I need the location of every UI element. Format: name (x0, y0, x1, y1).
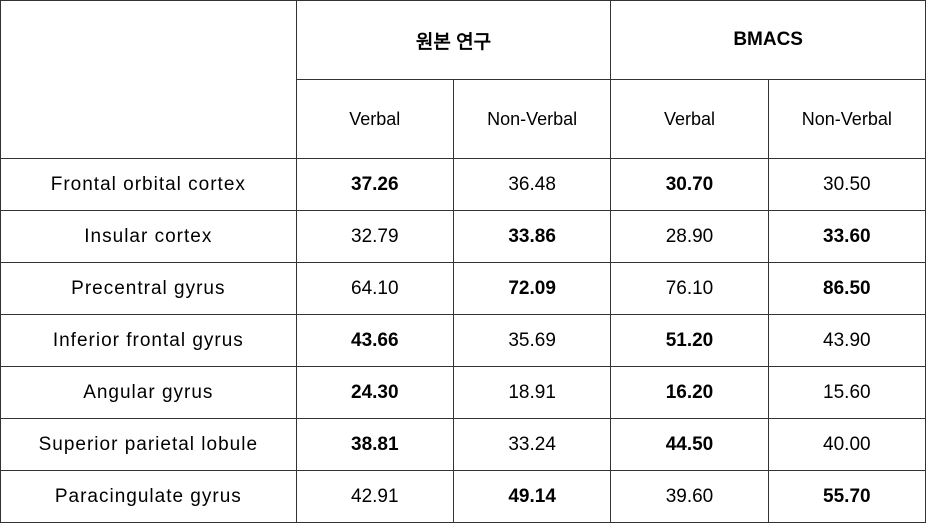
table-row: Frontal orbital cortex37.2636.4830.7030.… (1, 159, 926, 211)
data-cell: 33.60 (768, 211, 925, 263)
data-cell: 42.91 (296, 471, 453, 523)
comparison-table: 원본 연구 BMACS Verbal Non-Verbal Verbal Non… (0, 0, 926, 523)
table-row: Insular cortex32.7933.8628.9033.60 (1, 211, 926, 263)
row-label: Frontal orbital cortex (1, 159, 297, 211)
data-cell: 86.50 (768, 263, 925, 315)
subheader-verbal-1: Verbal (296, 80, 453, 159)
subheader-nonverbal-1: Non-Verbal (453, 80, 610, 159)
data-cell: 35.69 (453, 315, 610, 367)
data-cell: 33.24 (453, 419, 610, 471)
row-label: Insular cortex (1, 211, 297, 263)
data-cell: 37.26 (296, 159, 453, 211)
data-cell: 49.14 (453, 471, 610, 523)
data-cell: 44.50 (611, 419, 768, 471)
table-row: Inferior frontal gyrus43.6635.6951.2043.… (1, 315, 926, 367)
data-cell: 15.60 (768, 367, 925, 419)
data-cell: 33.86 (453, 211, 610, 263)
data-cell: 76.10 (611, 263, 768, 315)
row-label: Inferior frontal gyrus (1, 315, 297, 367)
table-body: Frontal orbital cortex37.2636.4830.7030.… (1, 159, 926, 523)
table-row: Angular gyrus24.3018.9116.2015.60 (1, 367, 926, 419)
data-cell: 55.70 (768, 471, 925, 523)
empty-corner-cell (1, 1, 297, 159)
table-row: Paracingulate gyrus42.9149.1439.6055.70 (1, 471, 926, 523)
group-header-row: 원본 연구 BMACS (1, 1, 926, 80)
data-cell: 30.50 (768, 159, 925, 211)
data-cell: 28.90 (611, 211, 768, 263)
data-cell: 64.10 (296, 263, 453, 315)
data-cell: 32.79 (296, 211, 453, 263)
data-cell: 43.90 (768, 315, 925, 367)
subheader-verbal-2: Verbal (611, 80, 768, 159)
row-label: Angular gyrus (1, 367, 297, 419)
group-header-bmacs: BMACS (611, 1, 926, 80)
data-cell: 18.91 (453, 367, 610, 419)
data-cell: 36.48 (453, 159, 610, 211)
table-row: Superior parietal lobule38.8133.2444.504… (1, 419, 926, 471)
subheader-nonverbal-2: Non-Verbal (768, 80, 925, 159)
data-cell: 40.00 (768, 419, 925, 471)
data-cell: 39.60 (611, 471, 768, 523)
data-cell: 16.20 (611, 367, 768, 419)
data-cell: 43.66 (296, 315, 453, 367)
data-cell: 24.30 (296, 367, 453, 419)
group-header-original: 원본 연구 (296, 1, 611, 80)
data-cell: 72.09 (453, 263, 610, 315)
data-cell: 38.81 (296, 419, 453, 471)
row-label: Superior parietal lobule (1, 419, 297, 471)
data-cell: 30.70 (611, 159, 768, 211)
row-label: Paracingulate gyrus (1, 471, 297, 523)
table-row: Precentral gyrus64.1072.0976.1086.50 (1, 263, 926, 315)
row-label: Precentral gyrus (1, 263, 297, 315)
data-cell: 51.20 (611, 315, 768, 367)
